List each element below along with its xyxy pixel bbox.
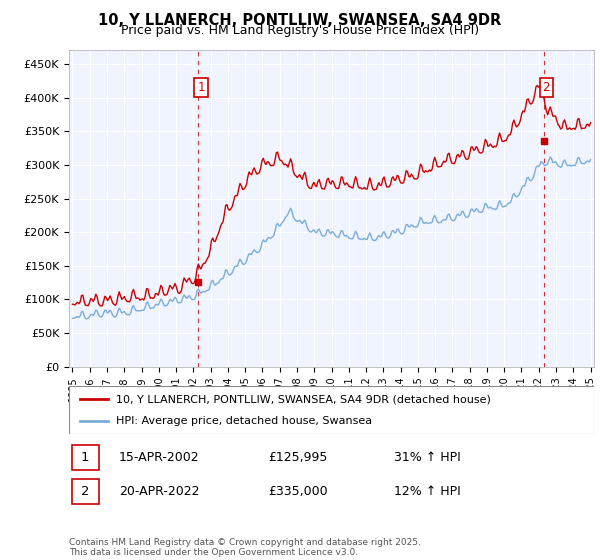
Text: £335,000: £335,000: [269, 485, 328, 498]
FancyBboxPatch shape: [71, 445, 99, 470]
Text: 10, Y LLANERCH, PONTLLIW, SWANSEA, SA4 9DR (detached house): 10, Y LLANERCH, PONTLLIW, SWANSEA, SA4 9…: [116, 394, 491, 404]
FancyBboxPatch shape: [69, 386, 594, 434]
Text: 20-APR-2022: 20-APR-2022: [119, 485, 199, 498]
Text: 2: 2: [81, 485, 89, 498]
FancyBboxPatch shape: [71, 479, 99, 504]
Text: 10, Y LLANERCH, PONTLLIW, SWANSEA, SA4 9DR: 10, Y LLANERCH, PONTLLIW, SWANSEA, SA4 9…: [98, 13, 502, 28]
Text: 31% ↑ HPI: 31% ↑ HPI: [395, 451, 461, 464]
Text: £125,995: £125,995: [269, 451, 328, 464]
Text: 2: 2: [542, 81, 550, 94]
Text: 1: 1: [81, 451, 89, 464]
Text: HPI: Average price, detached house, Swansea: HPI: Average price, detached house, Swan…: [116, 416, 373, 426]
Text: 15-APR-2002: 15-APR-2002: [119, 451, 199, 464]
Text: 12% ↑ HPI: 12% ↑ HPI: [395, 485, 461, 498]
Text: Price paid vs. HM Land Registry's House Price Index (HPI): Price paid vs. HM Land Registry's House …: [121, 24, 479, 36]
Text: Contains HM Land Registry data © Crown copyright and database right 2025.
This d: Contains HM Land Registry data © Crown c…: [69, 538, 421, 557]
Text: 1: 1: [197, 81, 205, 94]
